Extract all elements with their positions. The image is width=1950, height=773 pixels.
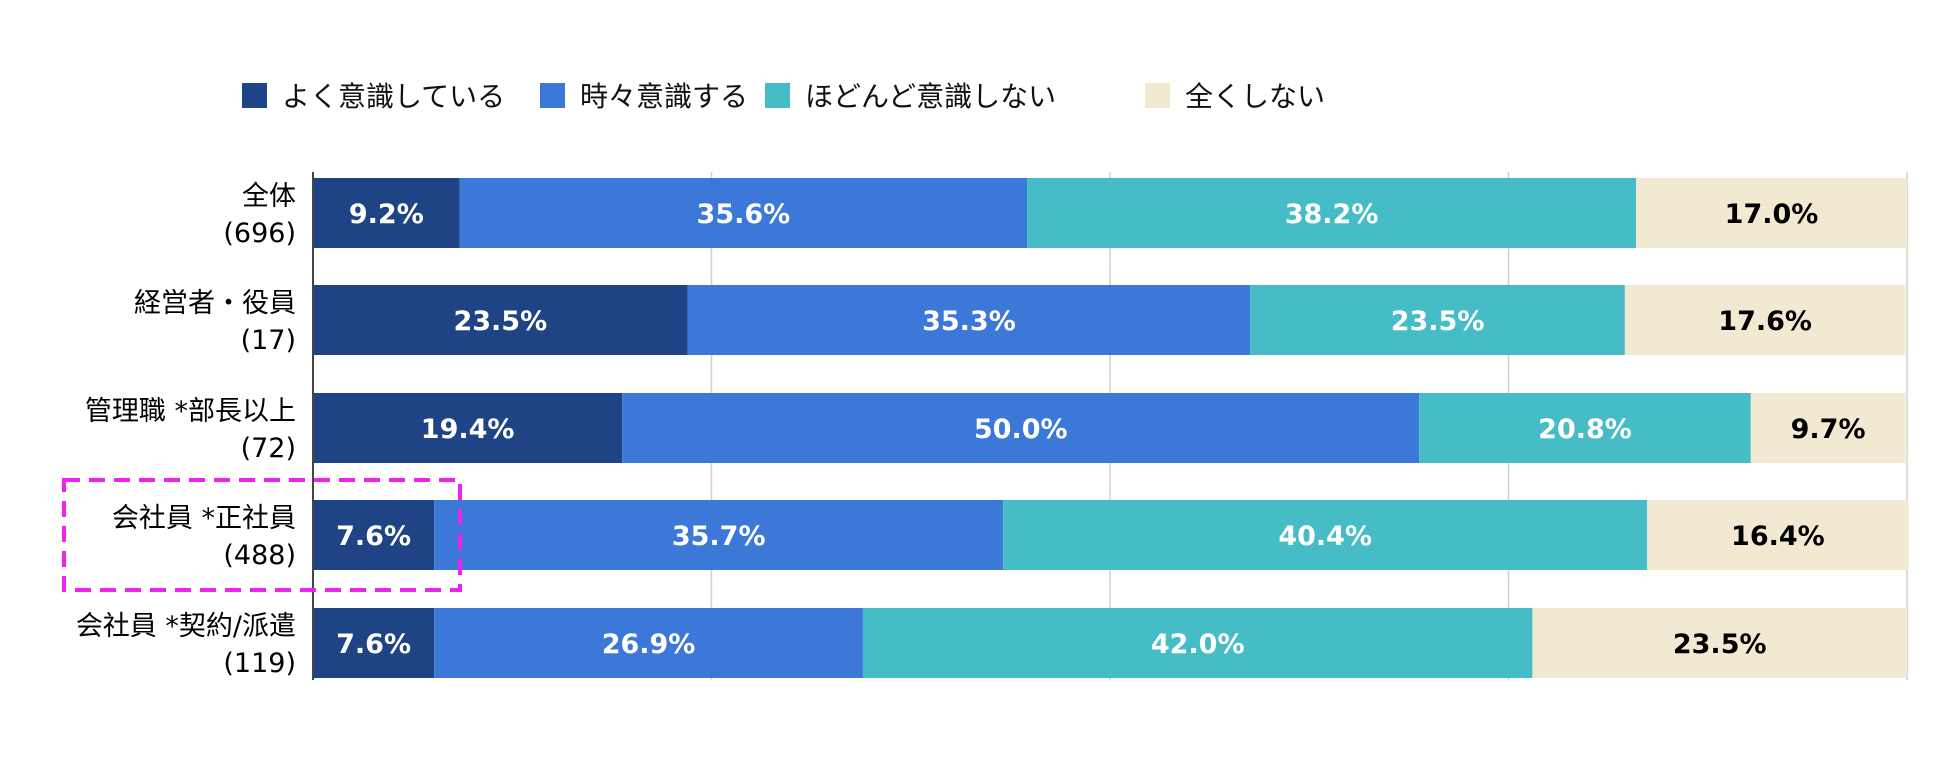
category-label-3: 会社員 *正社員 [112,503,296,534]
category-label-0: 全体 [242,181,296,212]
bar-segment-3-3 [1647,500,1909,570]
data-label-2-3: 9.7% [1791,414,1866,445]
legend-label-3: 全くしない [1185,80,1325,113]
bar-segment-2-1 [622,393,1420,463]
bar-segment-3-1 [434,500,1004,570]
legend-label-0: よく意識している [282,80,505,113]
category-label-1: 経営者・役員 [134,288,296,319]
legend-swatch-2 [765,83,790,108]
bar-segment-1-3 [1624,285,1906,355]
category-label-2: 管理職 *部長以上 [85,396,296,427]
bar-segment-0-1 [459,178,1028,248]
category-count-2: (72) [241,433,296,464]
bar-segment-4-2 [862,608,1533,678]
bar-segment-1-1 [687,285,1251,355]
bar-segment-4-0 [313,608,435,678]
bar-segment-1-0 [313,285,688,355]
data-label-1-0: 23.5% [453,306,547,337]
bar-segment-0-3 [1636,178,1907,248]
data-label-0-2: 38.2% [1285,199,1379,230]
data-label-3-1: 35.7% [672,521,766,552]
data-label-2-1: 50.0% [974,414,1068,445]
data-label-2-2: 20.8% [1538,414,1632,445]
data-label-4-3: 23.5% [1673,629,1767,660]
data-label-0-1: 35.6% [697,199,791,230]
legend-swatch-3 [1145,83,1170,108]
bar-segment-2-2 [1419,393,1751,463]
data-label-1-2: 23.5% [1391,306,1485,337]
bar-segment-1-2 [1250,285,1625,355]
data-label-3-0: 7.6% [336,521,411,552]
data-label-0-3: 17.0% [1725,199,1819,230]
bar-segment-3-0 [313,500,435,570]
category-count-4: (119) [223,648,296,679]
category-count-0: (696) [223,218,296,249]
category-count-1: (17) [241,325,296,356]
data-label-1-3: 17.6% [1718,306,1812,337]
category-count-3: (488) [223,540,296,571]
bar-segment-0-2 [1027,178,1637,248]
bar-segment-4-1 [434,608,863,678]
legend-swatch-1 [540,83,565,108]
data-label-1-1: 35.3% [922,306,1016,337]
bar-segment-3-2 [1003,500,1648,570]
data-label-4-2: 42.0% [1151,629,1245,660]
bar-segment-2-3 [1750,393,1906,463]
data-label-3-2: 40.4% [1278,521,1372,552]
highlight-box [62,478,462,592]
legend-label-1: 時々意識する [580,80,748,113]
bar-segment-0-0 [313,178,460,248]
data-label-2-0: 19.4% [421,414,515,445]
category-label-4: 会社員 *契約/派遣 [76,611,296,642]
bar-segment-2-0 [313,393,623,463]
data-label-3-3: 16.4% [1731,521,1825,552]
legend-swatch-0 [242,83,267,108]
data-label-0-0: 9.2% [349,199,424,230]
bar-segment-4-3 [1532,608,1907,678]
data-label-4-1: 26.9% [602,629,696,660]
legend-label-2: ほどんど意識しない [805,80,1056,113]
data-label-4-0: 7.6% [336,629,411,660]
